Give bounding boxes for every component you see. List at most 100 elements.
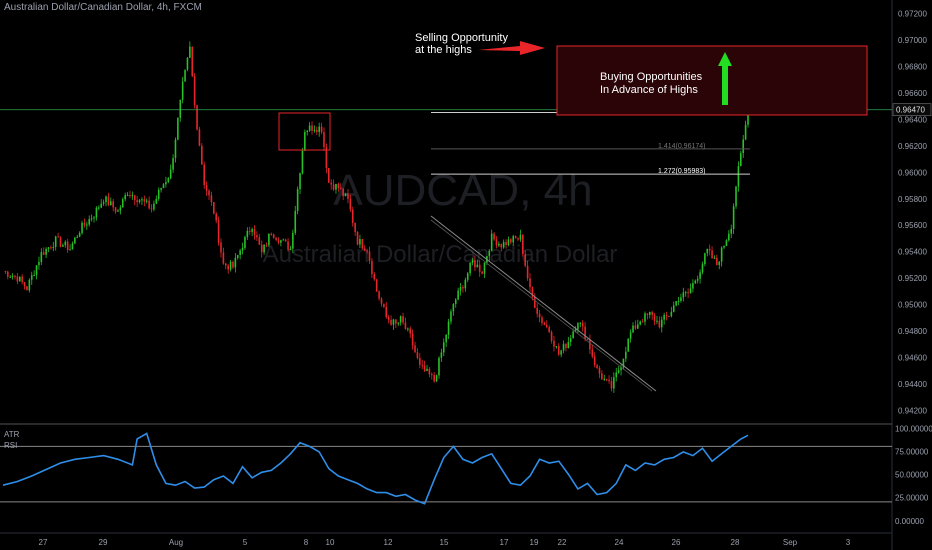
candle-body bbox=[335, 184, 337, 190]
candle-body bbox=[246, 230, 249, 237]
price-tick-label: 0.94800 bbox=[898, 327, 927, 336]
candle-body bbox=[464, 279, 467, 289]
candle-body bbox=[304, 132, 306, 151]
candle-body bbox=[622, 358, 625, 368]
price-tick-label: 0.95400 bbox=[898, 248, 927, 257]
candle-body bbox=[373, 274, 376, 280]
candle-body bbox=[131, 195, 134, 197]
candle-body bbox=[215, 213, 217, 221]
candle-body bbox=[732, 206, 735, 229]
price-tick-label: 0.96400 bbox=[898, 115, 927, 124]
selling-arrow bbox=[478, 41, 545, 55]
candle-body bbox=[227, 265, 229, 270]
candle-body bbox=[545, 324, 548, 328]
candle-body bbox=[466, 273, 469, 280]
candle-body bbox=[572, 331, 574, 339]
candle-body bbox=[28, 279, 31, 291]
candle-body bbox=[181, 81, 184, 100]
candle-body bbox=[74, 237, 76, 244]
candle-body bbox=[560, 350, 562, 355]
candle-body bbox=[320, 126, 323, 133]
candle-body bbox=[160, 188, 162, 190]
candle-body bbox=[327, 167, 330, 183]
candle-body bbox=[747, 109, 749, 125]
candle-body bbox=[153, 203, 155, 210]
rsi-label: RSI bbox=[4, 441, 17, 450]
candle-body bbox=[634, 325, 637, 329]
candle-body bbox=[601, 373, 603, 380]
candle-body bbox=[244, 236, 246, 249]
watermark-symbol: AUDCAD, 4h bbox=[333, 166, 592, 215]
candle-body bbox=[656, 320, 658, 322]
candle-body bbox=[280, 240, 282, 243]
candle-body bbox=[380, 298, 383, 304]
candle-body bbox=[157, 189, 160, 199]
candle-body bbox=[742, 139, 745, 154]
candle-body bbox=[138, 200, 141, 203]
candle-body bbox=[426, 368, 428, 372]
candle-body bbox=[385, 306, 388, 317]
candle-body bbox=[95, 207, 98, 218]
candle-body bbox=[704, 253, 706, 265]
candle-body bbox=[725, 240, 728, 246]
candle-body bbox=[447, 321, 450, 335]
candle-body bbox=[277, 239, 280, 243]
candle-body bbox=[730, 228, 733, 234]
candle-body bbox=[311, 125, 313, 131]
candle-body bbox=[222, 252, 225, 264]
rsi-line bbox=[2, 432, 749, 505]
candle-body bbox=[627, 338, 630, 352]
candle-body bbox=[45, 248, 47, 255]
chart-title: Australian Dollar/Canadian Dollar, 4h, F… bbox=[4, 2, 202, 13]
candle-body bbox=[57, 236, 59, 238]
candle-body bbox=[366, 250, 368, 252]
candle-body bbox=[445, 334, 447, 343]
candle-body bbox=[141, 199, 143, 201]
candle-body bbox=[148, 200, 150, 209]
candle-body bbox=[430, 374, 433, 376]
candle-body bbox=[169, 169, 172, 179]
candle-body bbox=[660, 319, 663, 328]
candle-body bbox=[265, 244, 268, 246]
candle-body bbox=[359, 239, 361, 245]
rsi-tick-label: 50.00000 bbox=[895, 471, 929, 480]
candle-body bbox=[323, 132, 325, 148]
candle-body bbox=[557, 346, 560, 355]
candle-body bbox=[210, 195, 213, 203]
candle-body bbox=[632, 325, 634, 333]
candle-body bbox=[603, 378, 606, 380]
candle-body bbox=[330, 182, 332, 185]
time-tick-label: 27 bbox=[39, 538, 48, 547]
candle-body bbox=[59, 237, 62, 247]
candle-body bbox=[452, 304, 455, 312]
candle-body bbox=[287, 241, 289, 250]
candle-body bbox=[419, 358, 421, 365]
candle-body bbox=[637, 324, 639, 329]
candle-body bbox=[682, 292, 685, 298]
price-tick-label: 0.94600 bbox=[898, 353, 927, 362]
candle-body bbox=[229, 261, 232, 270]
candle-body bbox=[354, 222, 356, 232]
candle-body bbox=[52, 246, 55, 248]
candle-body bbox=[47, 247, 50, 249]
candle-body bbox=[505, 242, 507, 246]
candle-body bbox=[713, 257, 716, 259]
candle-body bbox=[507, 239, 510, 246]
time-tick-label: 10 bbox=[326, 538, 335, 547]
candle-body bbox=[416, 352, 419, 359]
candle-body bbox=[18, 276, 21, 282]
time-tick-label: 26 bbox=[672, 538, 681, 547]
consolidation-box bbox=[278, 112, 331, 151]
price-tick-label: 0.94200 bbox=[898, 406, 927, 415]
candle-body bbox=[680, 297, 682, 301]
candle-body bbox=[399, 316, 402, 323]
candle-body bbox=[613, 377, 615, 389]
candle-body bbox=[598, 367, 601, 374]
candle-body bbox=[292, 232, 294, 249]
candle-body bbox=[519, 234, 522, 240]
rsi-tick-label: 100.00000 bbox=[895, 424, 932, 433]
candle-body bbox=[625, 351, 627, 359]
price-tick-label: 0.96800 bbox=[898, 63, 927, 72]
candle-body bbox=[253, 229, 256, 236]
